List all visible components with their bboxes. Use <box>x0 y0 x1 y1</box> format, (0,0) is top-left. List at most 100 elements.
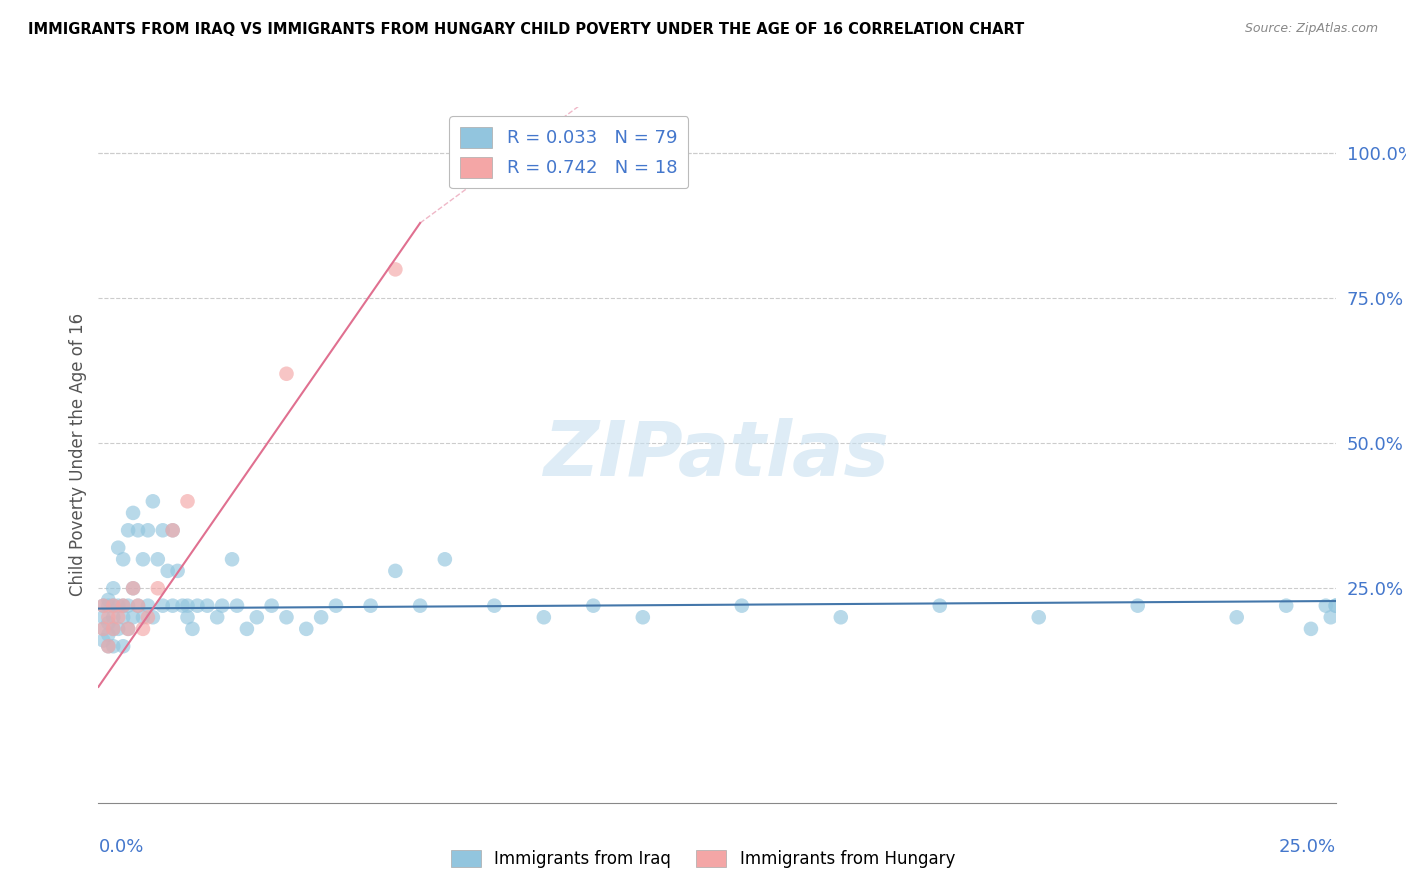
Point <box>309 610 332 624</box>
Point <box>142 494 165 508</box>
Point <box>176 610 198 624</box>
Point <box>176 599 198 613</box>
Point <box>112 610 135 624</box>
Point <box>226 599 249 613</box>
Point <box>928 599 950 613</box>
Point <box>122 582 145 596</box>
Point <box>122 610 145 624</box>
Point <box>107 610 129 624</box>
Point <box>107 622 129 636</box>
Point <box>1319 610 1341 624</box>
Point <box>181 622 204 636</box>
Point <box>112 639 135 653</box>
Point <box>117 622 139 636</box>
Text: 0.0%: 0.0% <box>98 838 143 856</box>
Point <box>146 552 169 566</box>
Point <box>1324 599 1347 613</box>
Point <box>112 552 135 566</box>
Point <box>156 564 179 578</box>
Point <box>136 610 159 624</box>
Point <box>186 599 208 613</box>
Point <box>384 564 406 578</box>
Legend: R = 0.033   N = 79, R = 0.742   N = 18: R = 0.033 N = 79, R = 0.742 N = 18 <box>449 116 688 188</box>
Point <box>1028 610 1050 624</box>
Point <box>117 622 139 636</box>
Point <box>142 610 165 624</box>
Point <box>107 541 129 555</box>
Point <box>211 599 233 613</box>
Point <box>103 582 125 596</box>
Point <box>276 367 298 381</box>
Point <box>1275 599 1298 613</box>
Point <box>136 599 159 613</box>
Point <box>1324 599 1347 613</box>
Point <box>107 599 129 613</box>
Point <box>1226 610 1249 624</box>
Point <box>93 610 115 624</box>
Point <box>484 599 506 613</box>
Point <box>103 622 125 636</box>
Point <box>1126 599 1149 613</box>
Point <box>93 622 115 636</box>
Point <box>122 506 145 520</box>
Point <box>97 615 120 630</box>
Point <box>93 599 115 613</box>
Point <box>162 523 184 537</box>
Point <box>127 599 149 613</box>
Point <box>172 599 194 613</box>
Point <box>97 610 120 624</box>
Text: 25.0%: 25.0% <box>1278 838 1336 856</box>
Point <box>246 610 269 624</box>
Point <box>1315 599 1337 613</box>
Point <box>93 599 115 613</box>
Point <box>166 564 188 578</box>
Point <box>103 610 125 624</box>
Point <box>93 633 115 648</box>
Point <box>533 610 555 624</box>
Point <box>132 552 155 566</box>
Point <box>103 599 125 613</box>
Point <box>325 599 347 613</box>
Point <box>731 599 754 613</box>
Point <box>97 628 120 642</box>
Point <box>103 639 125 653</box>
Point <box>384 262 406 277</box>
Point <box>205 610 228 624</box>
Text: IMMIGRANTS FROM IRAQ VS IMMIGRANTS FROM HUNGARY CHILD POVERTY UNDER THE AGE OF 1: IMMIGRANTS FROM IRAQ VS IMMIGRANTS FROM … <box>28 22 1025 37</box>
Point <box>127 599 149 613</box>
Point <box>122 582 145 596</box>
Point <box>146 582 169 596</box>
Point <box>176 494 198 508</box>
Legend: Immigrants from Iraq, Immigrants from Hungary: Immigrants from Iraq, Immigrants from Hu… <box>444 843 962 875</box>
Point <box>221 552 243 566</box>
Point <box>112 599 135 613</box>
Point <box>360 599 382 613</box>
Point <box>195 599 218 613</box>
Point <box>97 599 120 613</box>
Point <box>162 523 184 537</box>
Text: Source: ZipAtlas.com: Source: ZipAtlas.com <box>1244 22 1378 36</box>
Y-axis label: Child Poverty Under the Age of 16: Child Poverty Under the Age of 16 <box>69 313 87 597</box>
Point <box>103 622 125 636</box>
Point <box>97 639 120 653</box>
Point <box>93 622 115 636</box>
Point <box>132 610 155 624</box>
Point <box>830 610 852 624</box>
Point <box>127 523 149 537</box>
Point <box>295 622 318 636</box>
Point <box>132 622 155 636</box>
Point <box>136 523 159 537</box>
Point <box>409 599 432 613</box>
Point <box>117 523 139 537</box>
Text: ZIPatlas: ZIPatlas <box>544 418 890 491</box>
Point <box>582 599 605 613</box>
Point <box>117 599 139 613</box>
Point <box>162 599 184 613</box>
Point <box>112 599 135 613</box>
Point <box>236 622 259 636</box>
Point <box>97 639 120 653</box>
Point <box>433 552 456 566</box>
Point <box>97 592 120 607</box>
Point <box>103 599 125 613</box>
Point <box>152 599 174 613</box>
